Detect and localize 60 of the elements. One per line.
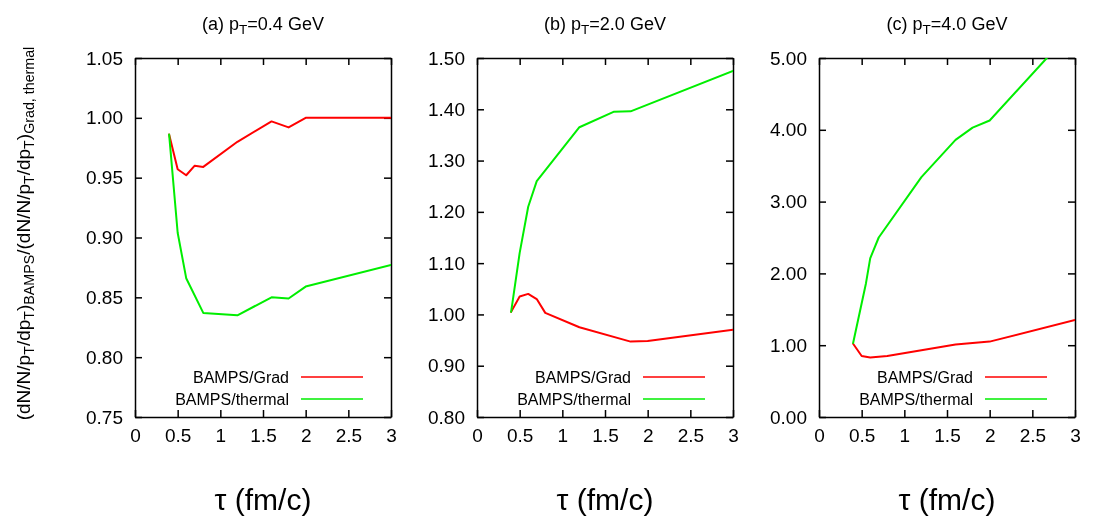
y-tick-label: 0.85 bbox=[86, 286, 123, 308]
legend-label: BAMPS/Grad bbox=[192, 369, 289, 386]
line-series bbox=[168, 116, 391, 177]
chart-title: (b) p$_{T}$=2.0 GeV bbox=[544, 14, 666, 38]
y-tick-label: 1.00 bbox=[86, 107, 123, 129]
y-tick-label: 1.50 bbox=[428, 47, 465, 69]
y-tick-label: 1.40 bbox=[428, 98, 465, 120]
y-tick-label: 4.00 bbox=[770, 119, 807, 141]
legend-label: BAMPS/thermal bbox=[517, 391, 631, 408]
x-tick-label: 2 bbox=[300, 425, 312, 447]
x-tick-label: 3 bbox=[386, 425, 397, 447]
y-tick-label: 1.10 bbox=[428, 252, 465, 274]
y-tick-label: 0.00 bbox=[770, 406, 807, 428]
x-tick-label: 2.5 bbox=[1019, 425, 1047, 447]
x-tick-label: 2 bbox=[642, 425, 654, 447]
y-tick-label: 2.00 bbox=[770, 262, 807, 284]
y-tick-label: 0.80 bbox=[86, 346, 123, 368]
x-tick-label: 2.5 bbox=[677, 425, 705, 447]
y-tick-label: 0.80 bbox=[428, 406, 465, 428]
x-axis-title: τ (fm/c) bbox=[214, 483, 312, 516]
x-axis-title: τ (fm/c) bbox=[898, 483, 996, 516]
chart-title: (c) p$_{T}$=4.0 GeV bbox=[886, 14, 1008, 38]
x-tick-label: 3 bbox=[728, 425, 739, 447]
legend-label: BAMPS/Grad bbox=[876, 369, 973, 386]
y-tick-label: 0.75 bbox=[86, 406, 123, 428]
x-tick-label: 2.5 bbox=[335, 425, 363, 447]
line-series bbox=[852, 58, 1048, 345]
x-tick-label: 1.5 bbox=[592, 425, 619, 447]
y-tick-label: 1.20 bbox=[428, 201, 465, 223]
y-tick-label: 3.00 bbox=[770, 191, 807, 213]
x-tick-label: 1 bbox=[215, 425, 227, 447]
x-tick-label: 0 bbox=[814, 425, 825, 447]
x-tick-label: 2 bbox=[984, 425, 996, 447]
legend-label: BAMPS/Grad bbox=[534, 369, 631, 386]
y-tick-label: 1.05 bbox=[86, 47, 123, 69]
line-series bbox=[852, 319, 1075, 359]
legend-label: BAMPS/thermal bbox=[175, 391, 289, 408]
x-tick-label: 1 bbox=[899, 425, 911, 447]
y-tick-label: 1.00 bbox=[428, 304, 465, 326]
line-series bbox=[510, 69, 733, 313]
x-tick-label: 0 bbox=[130, 425, 141, 447]
x-tick-label: 1 bbox=[557, 425, 569, 447]
x-tick-label: 1.5 bbox=[934, 425, 961, 447]
line-series bbox=[168, 133, 391, 317]
x-tick-label: 0.5 bbox=[164, 425, 192, 447]
y-tick-label: 1.30 bbox=[428, 150, 465, 172]
x-tick-label: 0.5 bbox=[506, 425, 534, 447]
legend-label: BAMPS/thermal bbox=[859, 391, 973, 408]
y-tick-label: 0.95 bbox=[86, 167, 123, 189]
y-tick-label: 0.90 bbox=[86, 227, 123, 249]
chart-title: (a) p$_{T}$=0.4 GeV bbox=[202, 14, 324, 38]
x-tick-label: 1.5 bbox=[250, 425, 277, 447]
x-axis-title: τ (fm/c) bbox=[556, 483, 654, 516]
line-series bbox=[510, 292, 733, 343]
x-tick-label: 0 bbox=[472, 425, 483, 447]
y-tick-label: 5.00 bbox=[770, 47, 807, 69]
y-tick-label: 1.00 bbox=[770, 334, 807, 356]
x-tick-label: 0.5 bbox=[848, 425, 876, 447]
y-tick-label: 0.90 bbox=[428, 355, 465, 377]
x-tick-label: 3 bbox=[1070, 425, 1081, 447]
